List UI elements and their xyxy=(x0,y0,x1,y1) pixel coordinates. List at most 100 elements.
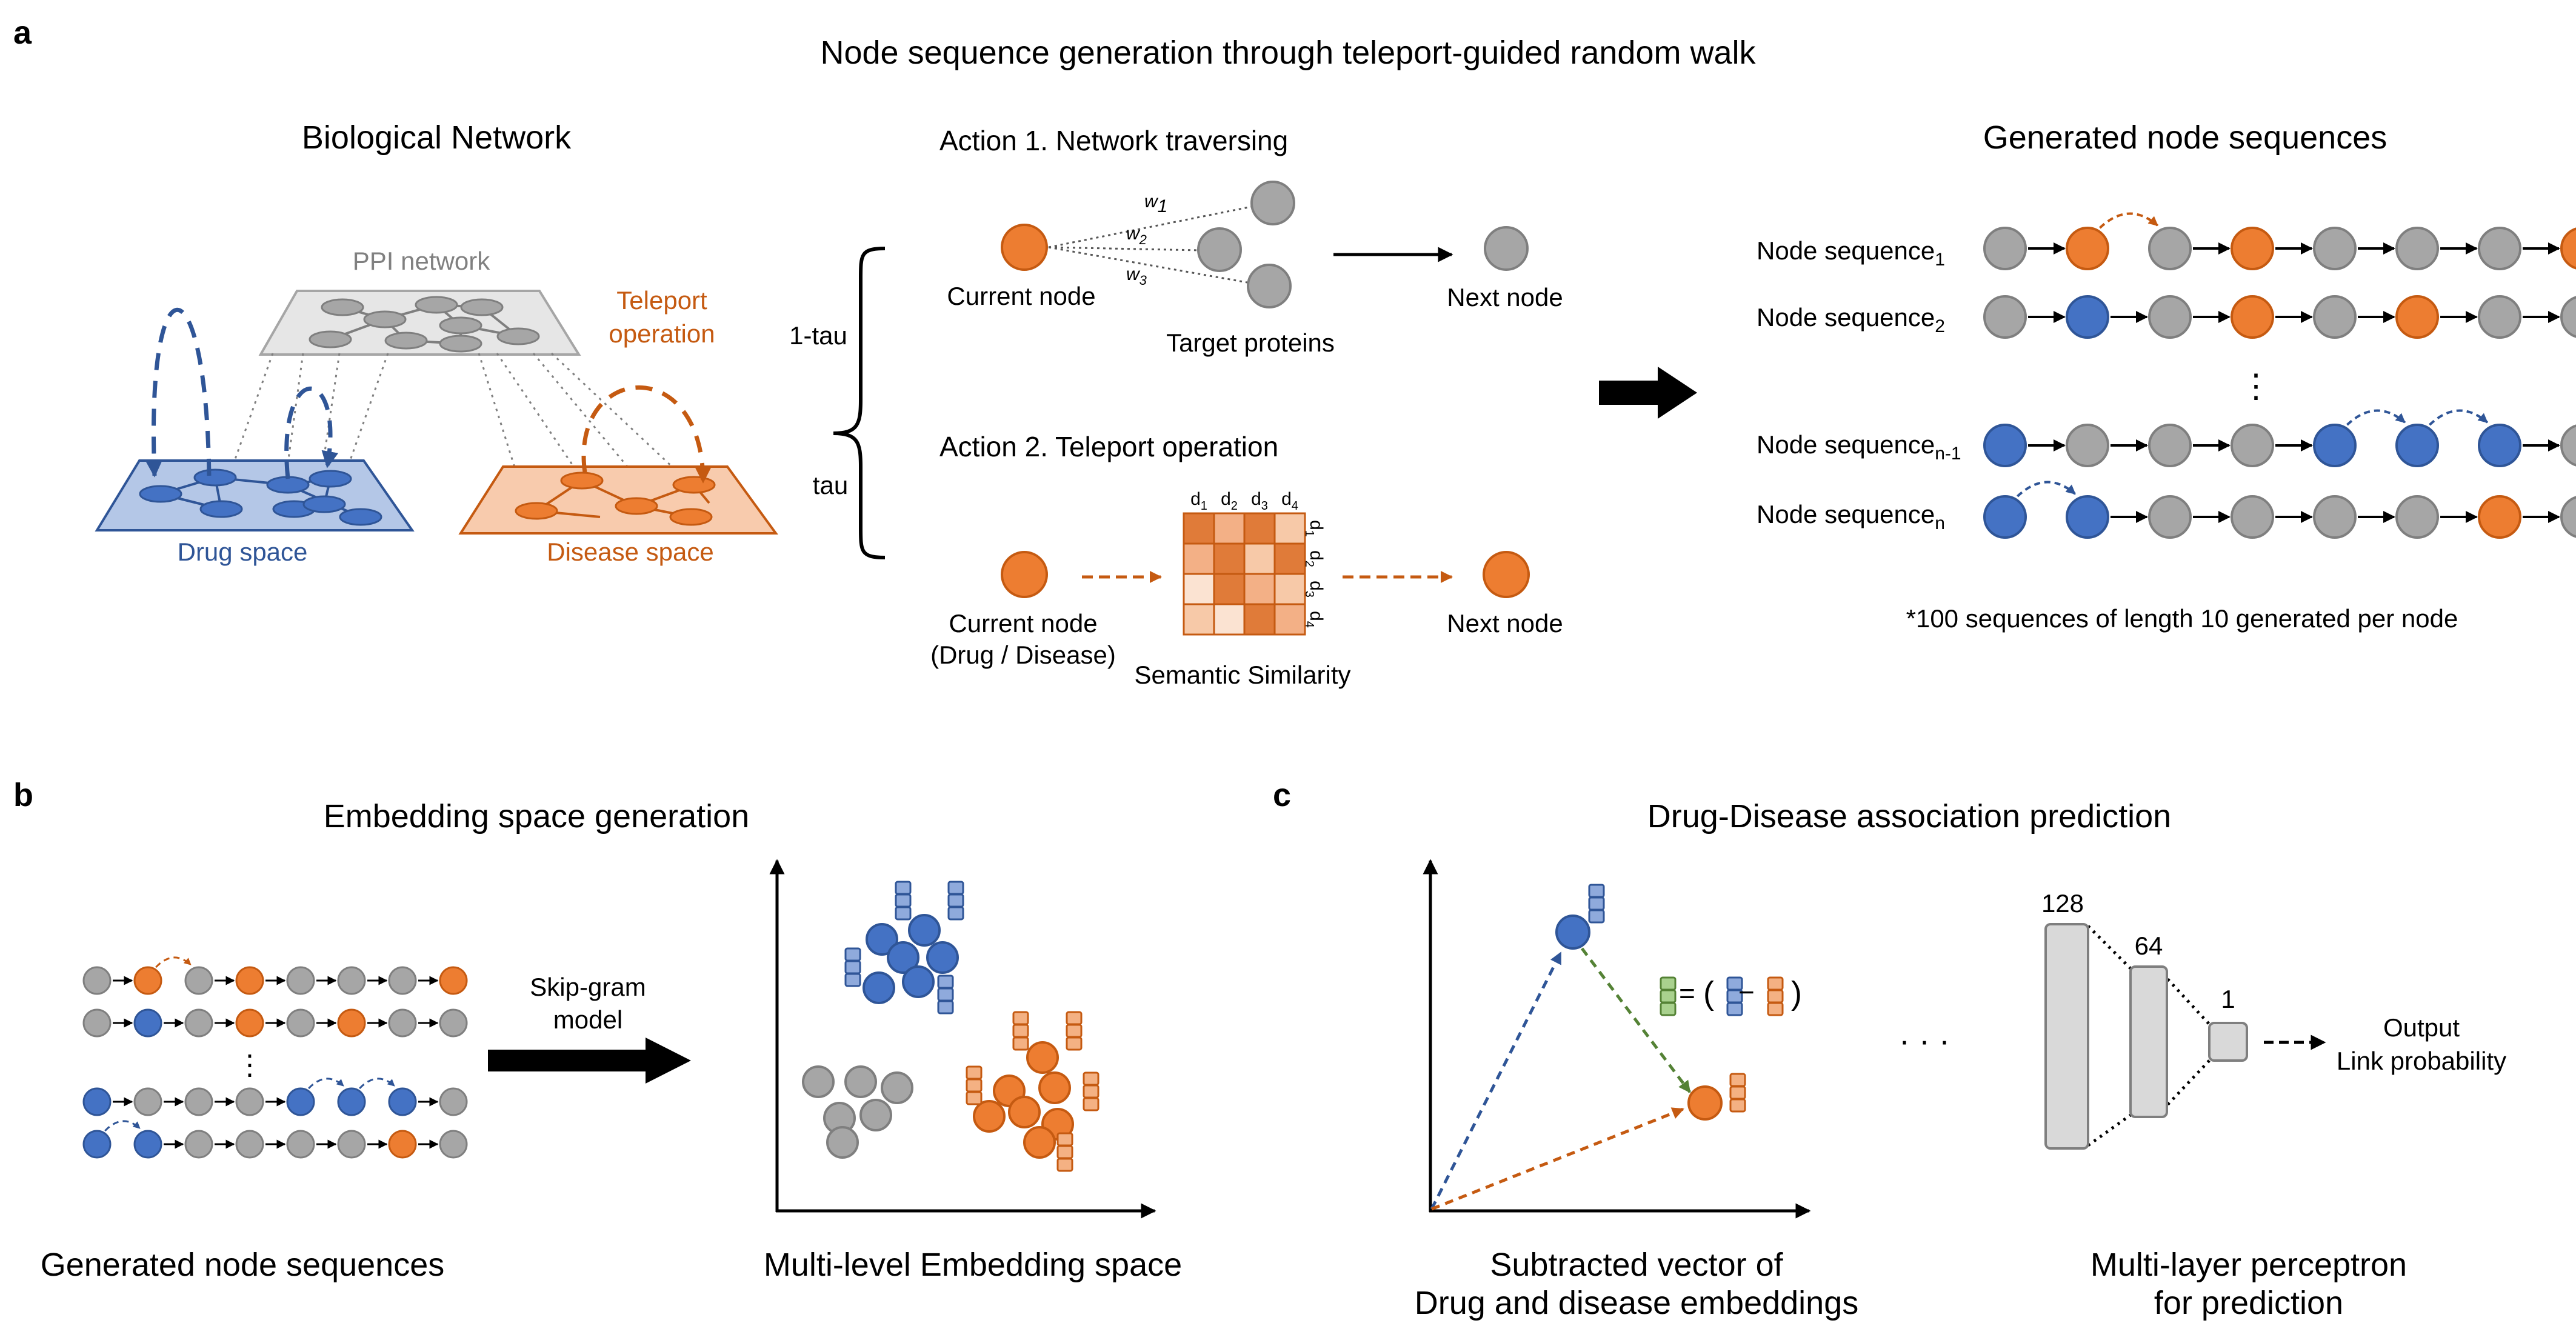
formula-minus: − xyxy=(1738,976,1755,1008)
target-proteins-label: Target proteins xyxy=(1166,328,1335,357)
teleport-jump-arrow xyxy=(2099,212,2158,229)
mlp-label-64: 64 xyxy=(2135,931,2163,960)
sequence-node xyxy=(388,1130,417,1159)
panel-c: c Drug-Disease association prediction = … xyxy=(1273,777,2506,1321)
matrix-cell xyxy=(1213,512,1246,545)
drug-vector xyxy=(1430,951,1563,1210)
disease-teleport-arrow xyxy=(581,385,712,484)
action2-current-line2: (Drug / Disease) xyxy=(930,641,1116,669)
drug-teleport-arrow-1 xyxy=(145,308,212,478)
embedding-node xyxy=(826,1126,859,1159)
sequence-node xyxy=(1983,227,2027,270)
embedding-vector-icon xyxy=(895,881,912,921)
sequence-node xyxy=(2066,227,2109,270)
sequence-node xyxy=(2148,295,2192,339)
brace-top-label: 1-tau xyxy=(789,321,847,350)
weight-w2: w2 xyxy=(1126,224,1147,247)
brace xyxy=(833,247,886,559)
ppi-network-label: PPI network xyxy=(353,247,490,275)
panel-c-right-caption-line2: for prediction xyxy=(2154,1285,2343,1321)
skipgram-label-line1: Skip-gram xyxy=(530,973,646,1001)
panel-b-letter: b xyxy=(13,777,33,813)
sequence-node xyxy=(235,1130,264,1159)
formula-equals: = xyxy=(1679,978,1695,1009)
sequence-node xyxy=(286,1008,315,1038)
mlp-layer-128 xyxy=(2044,923,2089,1150)
sequence-node xyxy=(286,966,315,995)
sequence-node xyxy=(133,1130,162,1159)
action2-title: Action 2. Teleport operation xyxy=(939,431,1278,462)
teleport-jump-arrow xyxy=(2346,409,2406,426)
sequence-node xyxy=(1983,295,2027,339)
action2-next-label: Next node xyxy=(1447,609,1563,638)
matrix-row-label: d1 xyxy=(1303,520,1326,537)
sequence-node xyxy=(2478,424,2521,467)
panel-b-left-caption: Generated node sequences xyxy=(41,1247,445,1283)
sequence-node xyxy=(388,1008,417,1038)
weight-w3: w3 xyxy=(1126,264,1147,288)
drug-teleport-arrow-2 xyxy=(284,386,339,479)
sequence-node xyxy=(184,1130,213,1159)
sequence-rows xyxy=(1983,212,2576,539)
embedding-node xyxy=(1008,1096,1041,1128)
mlp-layer-1 xyxy=(2208,1022,2248,1062)
embedding-node xyxy=(902,965,935,998)
panel-a: a Node sequence generation through telep… xyxy=(13,15,2576,689)
sequence-node xyxy=(2231,295,2274,339)
sequence-node xyxy=(82,966,112,995)
sequence-node xyxy=(2148,227,2192,270)
embedding-vector-icon xyxy=(937,975,954,1014)
matrix-cell xyxy=(1213,603,1246,636)
embedding-vector-icon xyxy=(1012,1011,1029,1051)
vector-icon xyxy=(1660,976,1677,1016)
teleport-jump-arrow xyxy=(2429,409,2488,426)
action1-weight-edges xyxy=(1048,204,1261,286)
sequence-node xyxy=(2066,424,2109,467)
disease-plane xyxy=(458,465,778,535)
skipgram-arrow xyxy=(488,1038,691,1084)
teleport-jump-arrow xyxy=(104,1120,141,1132)
vector-icon xyxy=(1729,1073,1746,1113)
panel-c-title: Drug-Disease association prediction xyxy=(1647,798,2171,835)
difference-vector xyxy=(1581,947,1691,1093)
embedding-node xyxy=(1023,1126,1056,1159)
sequence-node xyxy=(2395,227,2439,270)
mlp-label-128: 128 xyxy=(2041,889,2084,918)
sequence-node xyxy=(439,1008,468,1038)
embedding-node xyxy=(844,1065,877,1098)
sequence-node xyxy=(133,1087,162,1116)
sequence-node xyxy=(439,1087,468,1116)
matrix-cell xyxy=(1273,603,1306,636)
output-label-line2: Link probability xyxy=(2337,1047,2506,1075)
matrix-cell xyxy=(1213,542,1246,575)
sequence-node xyxy=(2231,495,2274,539)
mini-seq-ellipsis: ⋮ xyxy=(236,1049,264,1081)
teleport-label-line2: operation xyxy=(609,319,715,348)
panel-a-title: Node sequence generation through telepor… xyxy=(820,35,1756,71)
seq-label-1: Node sequence1 xyxy=(1757,236,1945,270)
matrix-cell xyxy=(1183,573,1215,605)
sequence-node xyxy=(2560,424,2576,467)
action1-current-node xyxy=(1001,224,1048,271)
teleport-jump-arrow xyxy=(359,1078,395,1090)
action2-current-line1: Current node xyxy=(949,609,1097,638)
sequence-node xyxy=(2148,495,2192,539)
sequence-node xyxy=(2395,424,2439,467)
sequence-node xyxy=(337,1130,366,1159)
embedding-node xyxy=(908,914,941,947)
sequence-row xyxy=(1983,481,2576,539)
disease-vector xyxy=(1431,1107,1684,1211)
panel-c-letter: c xyxy=(1273,777,1291,813)
sequence-row xyxy=(82,1008,468,1038)
drug-embedding-node xyxy=(1555,915,1590,950)
matrix-cell xyxy=(1243,603,1276,636)
disease-embedding-node xyxy=(1687,1085,1723,1121)
embedding-node xyxy=(887,941,919,974)
teleport-jump-arrow xyxy=(155,956,192,968)
teleport-jump-arrow xyxy=(2017,481,2076,498)
embedding-node xyxy=(1038,1071,1071,1104)
matrix-row-labels: d1 d2 d3 d4 xyxy=(1303,520,1326,628)
teleport-jump-arrow xyxy=(308,1078,344,1090)
similarity-matrix xyxy=(1183,512,1306,636)
